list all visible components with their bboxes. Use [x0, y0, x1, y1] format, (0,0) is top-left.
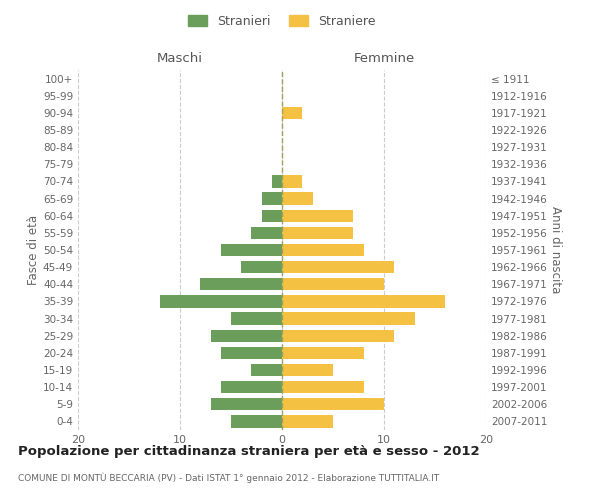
Bar [241, 261, 282, 274]
Text: Popolazione per cittadinanza straniera per età e sesso - 2012: Popolazione per cittadinanza straniera p… [18, 445, 479, 458]
Bar [282, 261, 394, 274]
Bar [282, 226, 353, 239]
Bar [282, 106, 302, 119]
Bar [282, 364, 333, 376]
Bar [282, 312, 415, 324]
Text: Maschi: Maschi [157, 52, 203, 65]
Bar [282, 192, 313, 204]
Bar [262, 210, 282, 222]
Bar [282, 330, 394, 342]
Text: Femmine: Femmine [353, 52, 415, 65]
Bar [251, 226, 282, 239]
Bar [272, 176, 282, 188]
Bar [282, 176, 302, 188]
Bar [282, 381, 364, 394]
Bar [262, 192, 282, 204]
Bar [251, 364, 282, 376]
Bar [200, 278, 282, 290]
Bar [282, 346, 364, 359]
Bar [231, 416, 282, 428]
Bar [282, 278, 384, 290]
Bar [160, 296, 282, 308]
Bar [221, 346, 282, 359]
Bar [211, 398, 282, 410]
Bar [282, 244, 364, 256]
Y-axis label: Anni di nascita: Anni di nascita [548, 206, 562, 294]
Bar [282, 296, 445, 308]
Bar [211, 330, 282, 342]
Y-axis label: Fasce di età: Fasce di età [27, 215, 40, 285]
Bar [221, 381, 282, 394]
Bar [282, 416, 333, 428]
Text: COMUNE DI MONTÙ BECCARIA (PV) - Dati ISTAT 1° gennaio 2012 - Elaborazione TUTTIT: COMUNE DI MONTÙ BECCARIA (PV) - Dati IST… [18, 472, 439, 483]
Bar [282, 398, 384, 410]
Legend: Stranieri, Straniere: Stranieri, Straniere [185, 11, 379, 32]
Bar [282, 210, 353, 222]
Bar [221, 244, 282, 256]
Bar [231, 312, 282, 324]
